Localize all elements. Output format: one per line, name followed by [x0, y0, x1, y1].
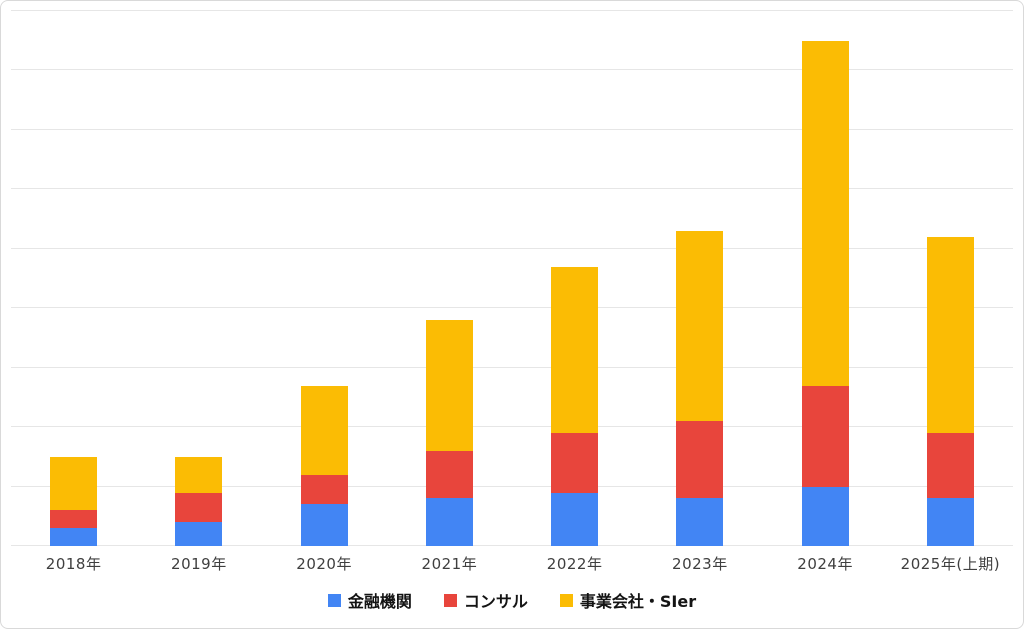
bar-segment — [801, 40, 849, 386]
bar-segment — [300, 385, 348, 475]
legend: 金融機関 コンサル 事業会社・SIer — [1, 588, 1023, 612]
gridline — [11, 128, 1013, 130]
gridline — [11, 247, 1013, 249]
bar-segment — [676, 421, 724, 499]
bar-column — [136, 11, 261, 546]
legend-label: コンサル — [463, 592, 528, 611]
bar-segment — [676, 498, 724, 546]
bar-segment — [50, 510, 98, 529]
bar-column — [512, 11, 637, 546]
bar-segment — [425, 498, 473, 546]
bar-segment — [926, 433, 974, 499]
bar-segment — [425, 450, 473, 499]
x-tick-label: 2021年 — [421, 555, 478, 573]
bar-column — [387, 11, 512, 546]
bar-segment — [50, 456, 98, 511]
bar-column — [262, 11, 387, 546]
legend-swatch-icon — [559, 593, 573, 607]
x-tick-label: 2019年 — [171, 555, 227, 573]
bar-column — [763, 11, 888, 546]
bar-segment — [50, 528, 98, 546]
x-axis: 2018年 2019年 2020年 2021年 2022年 2023年 2024年 2025年… — [11, 553, 1013, 574]
gridline — [11, 545, 1013, 546]
stacked-bar-2019年 — [175, 456, 223, 546]
bar-segment — [300, 504, 348, 546]
gridline — [11, 69, 1013, 71]
stacked-bar-2022年 — [551, 266, 599, 546]
x-tick-label: 2025年(上期) — [900, 555, 1001, 573]
legend-label: 金融機関 — [347, 592, 412, 611]
bar-segment — [175, 522, 223, 546]
bars-container — [11, 11, 1013, 546]
bar-segment — [551, 266, 599, 434]
gridline — [11, 10, 1013, 11]
bar-column — [11, 11, 136, 546]
bar-segment — [300, 474, 348, 505]
gridline — [11, 426, 1013, 428]
stacked-bar-2025年(上期) — [926, 236, 974, 546]
legend-item: 事業会社・SIer — [559, 588, 697, 612]
bar-segment — [801, 385, 849, 487]
legend-swatch-icon — [443, 593, 457, 607]
bar-segment — [551, 492, 599, 546]
gridline — [11, 366, 1013, 368]
bar-column — [637, 11, 762, 546]
plot-area — [11, 10, 1013, 546]
stacked-bar-2018年 — [50, 456, 98, 546]
bar-segment — [926, 498, 974, 546]
bar-segment — [175, 492, 223, 523]
gridline — [11, 307, 1013, 309]
gridline — [11, 485, 1013, 487]
legend-item: 金融機関 — [327, 588, 412, 612]
legend-label: 事業会社・SIer — [579, 592, 697, 611]
stacked-bar-2020年 — [300, 385, 348, 546]
bar-segment — [926, 236, 974, 434]
bar-column — [888, 11, 1013, 546]
bar-segment — [425, 320, 473, 451]
x-tick-label: 2024年 — [797, 555, 853, 573]
bar-segment — [551, 433, 599, 493]
stacked-bar-2023年 — [676, 230, 724, 546]
legend-swatch-icon — [327, 593, 341, 607]
x-tick-label: 2018年 — [45, 555, 102, 573]
stacked-bar-2021年 — [425, 320, 473, 546]
x-tick-label: 2022年 — [546, 555, 603, 573]
x-tick-label: 2023年 — [672, 555, 728, 573]
stacked-bar-2024年 — [801, 40, 849, 546]
bar-segment — [676, 230, 724, 422]
gridline — [11, 188, 1013, 190]
legend-item: コンサル — [443, 588, 528, 612]
bar-segment — [801, 486, 849, 546]
x-tick-label: 2020年 — [296, 555, 352, 573]
bar-segment — [175, 456, 223, 493]
